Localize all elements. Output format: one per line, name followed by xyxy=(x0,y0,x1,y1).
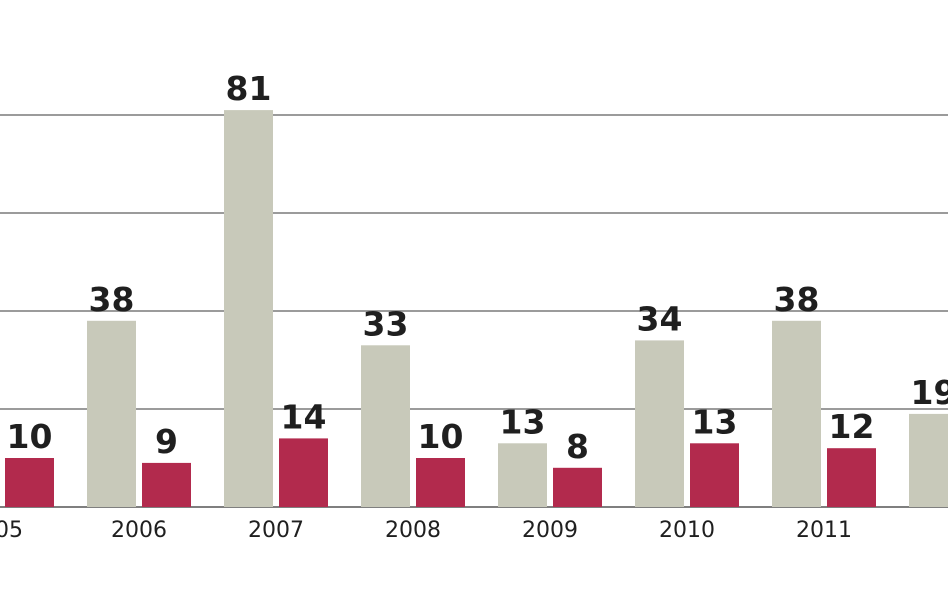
bar-series2-2005 xyxy=(5,458,54,507)
x-tick-label-2011: 2011 xyxy=(796,518,852,543)
x-tick-label-2009: 2009 xyxy=(522,518,578,543)
bar-series2-2007 xyxy=(279,438,328,507)
bar-series2-2011 xyxy=(827,448,876,507)
bar-series1-2009 xyxy=(498,443,547,507)
bar-series2-2006 xyxy=(142,462,191,507)
x-axis-tick-labels: 0052006200720082009201020112 xyxy=(0,518,852,543)
x-tick-label-2007: 2007 xyxy=(248,518,304,543)
value-label-series1-2011: 38 xyxy=(774,280,820,319)
bar-series2-2009 xyxy=(553,467,602,507)
value-label-series1-2006: 38 xyxy=(89,280,135,319)
value-label-series2-2011: 12 xyxy=(829,407,875,446)
value-label-series2-2010: 13 xyxy=(692,402,738,441)
bar-series1-2007 xyxy=(224,110,273,507)
bar-series1-2011 xyxy=(772,320,821,507)
bar-series2-2008 xyxy=(416,458,465,507)
value-label-series1-2012: 19 xyxy=(911,373,948,412)
value-label-series2-2006: 9 xyxy=(155,422,178,461)
value-label-series2-2007: 14 xyxy=(281,397,327,436)
value-label-series1-2007: 81 xyxy=(226,69,272,108)
value-label-series2-2005: 10 xyxy=(7,417,53,456)
bar-series2-2010 xyxy=(690,443,739,507)
bar-series1-2012 xyxy=(909,413,948,507)
bar-series1-2006 xyxy=(87,320,136,507)
bars xyxy=(5,110,948,507)
bar-series1-2008 xyxy=(361,345,410,507)
value-label-series2-2009: 8 xyxy=(566,427,589,466)
value-label-series1-2009: 13 xyxy=(500,402,546,441)
bar-series1-2010 xyxy=(635,340,684,507)
x-tick-label-2008: 2008 xyxy=(385,518,441,543)
value-label-series1-2010: 34 xyxy=(637,299,683,338)
value-labels: 10 38 9 81 14 33 10 13 8 34 13 38 12 19 xyxy=(7,69,948,466)
x-tick-label-2010: 2010 xyxy=(659,518,715,543)
x-tick-label-2006: 2006 xyxy=(111,518,167,543)
value-label-series2-2008: 10 xyxy=(418,417,464,456)
value-label-series1-2008: 33 xyxy=(363,304,409,343)
x-tick-label-2005: 005 xyxy=(0,518,23,543)
